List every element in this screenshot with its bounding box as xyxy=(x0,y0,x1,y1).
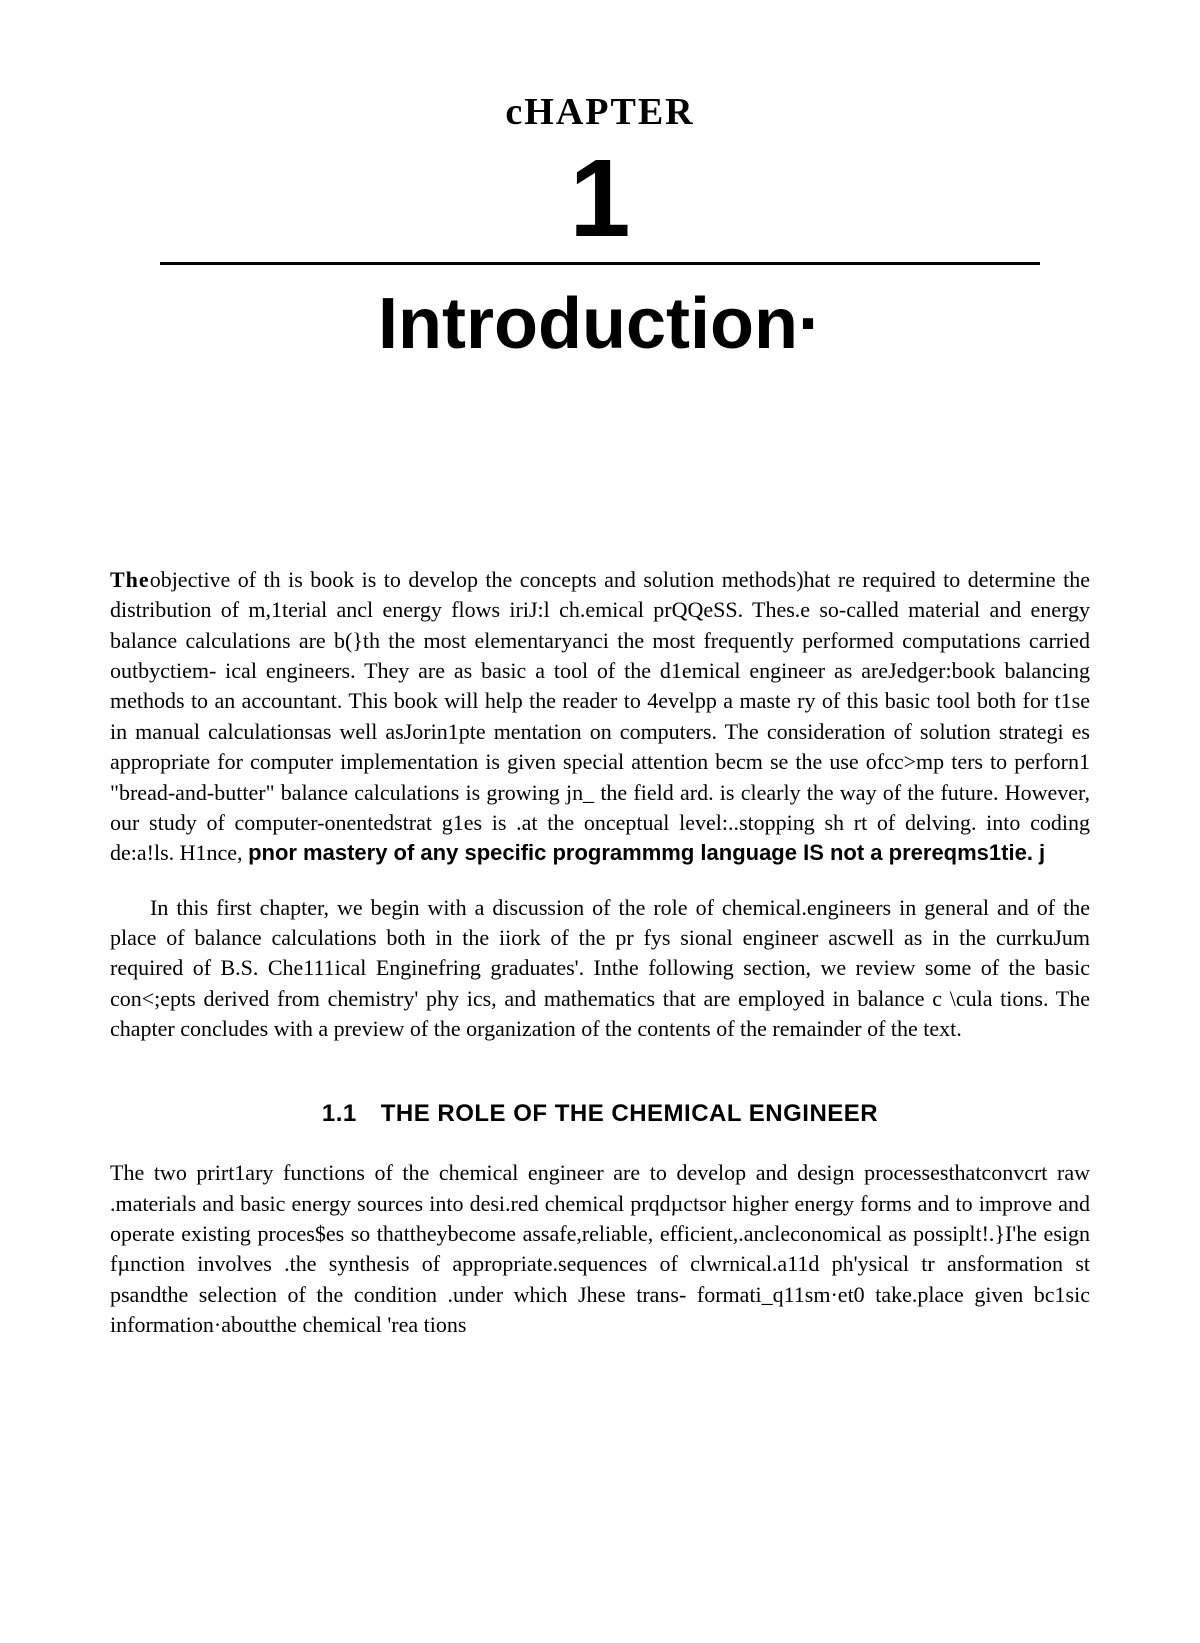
paragraph-1: Theobjective of th is book is to develop… xyxy=(110,565,1090,869)
chapter-number: 1 xyxy=(110,144,1090,254)
paragraph-2: In this first chapter, we begin with a d… xyxy=(110,893,1090,1045)
section-heading: 1.1 THE ROLE OF THE CHEMICAL ENGINEER xyxy=(110,1100,1090,1128)
paragraph-1-bold: pnor mastery of any specific programmmg … xyxy=(248,840,1045,865)
chapter-title: Introduction· xyxy=(110,283,1090,365)
paragraph-3: The two prirt1ary functions of the chemi… xyxy=(110,1158,1090,1340)
page: cHAPTER 1 Introduction· Theobjective of … xyxy=(0,90,1200,1643)
chapter-rule xyxy=(160,262,1040,265)
section-title: THE ROLE OF THE CHEMICAL ENGINEER xyxy=(381,1100,878,1127)
paragraph-1-lead: The xyxy=(110,567,150,592)
chapter-label: cHAPTER xyxy=(110,90,1090,134)
section-number: 1.1 xyxy=(322,1100,357,1127)
paragraph-1-body: objective of th is book is to develop th… xyxy=(110,567,1090,865)
